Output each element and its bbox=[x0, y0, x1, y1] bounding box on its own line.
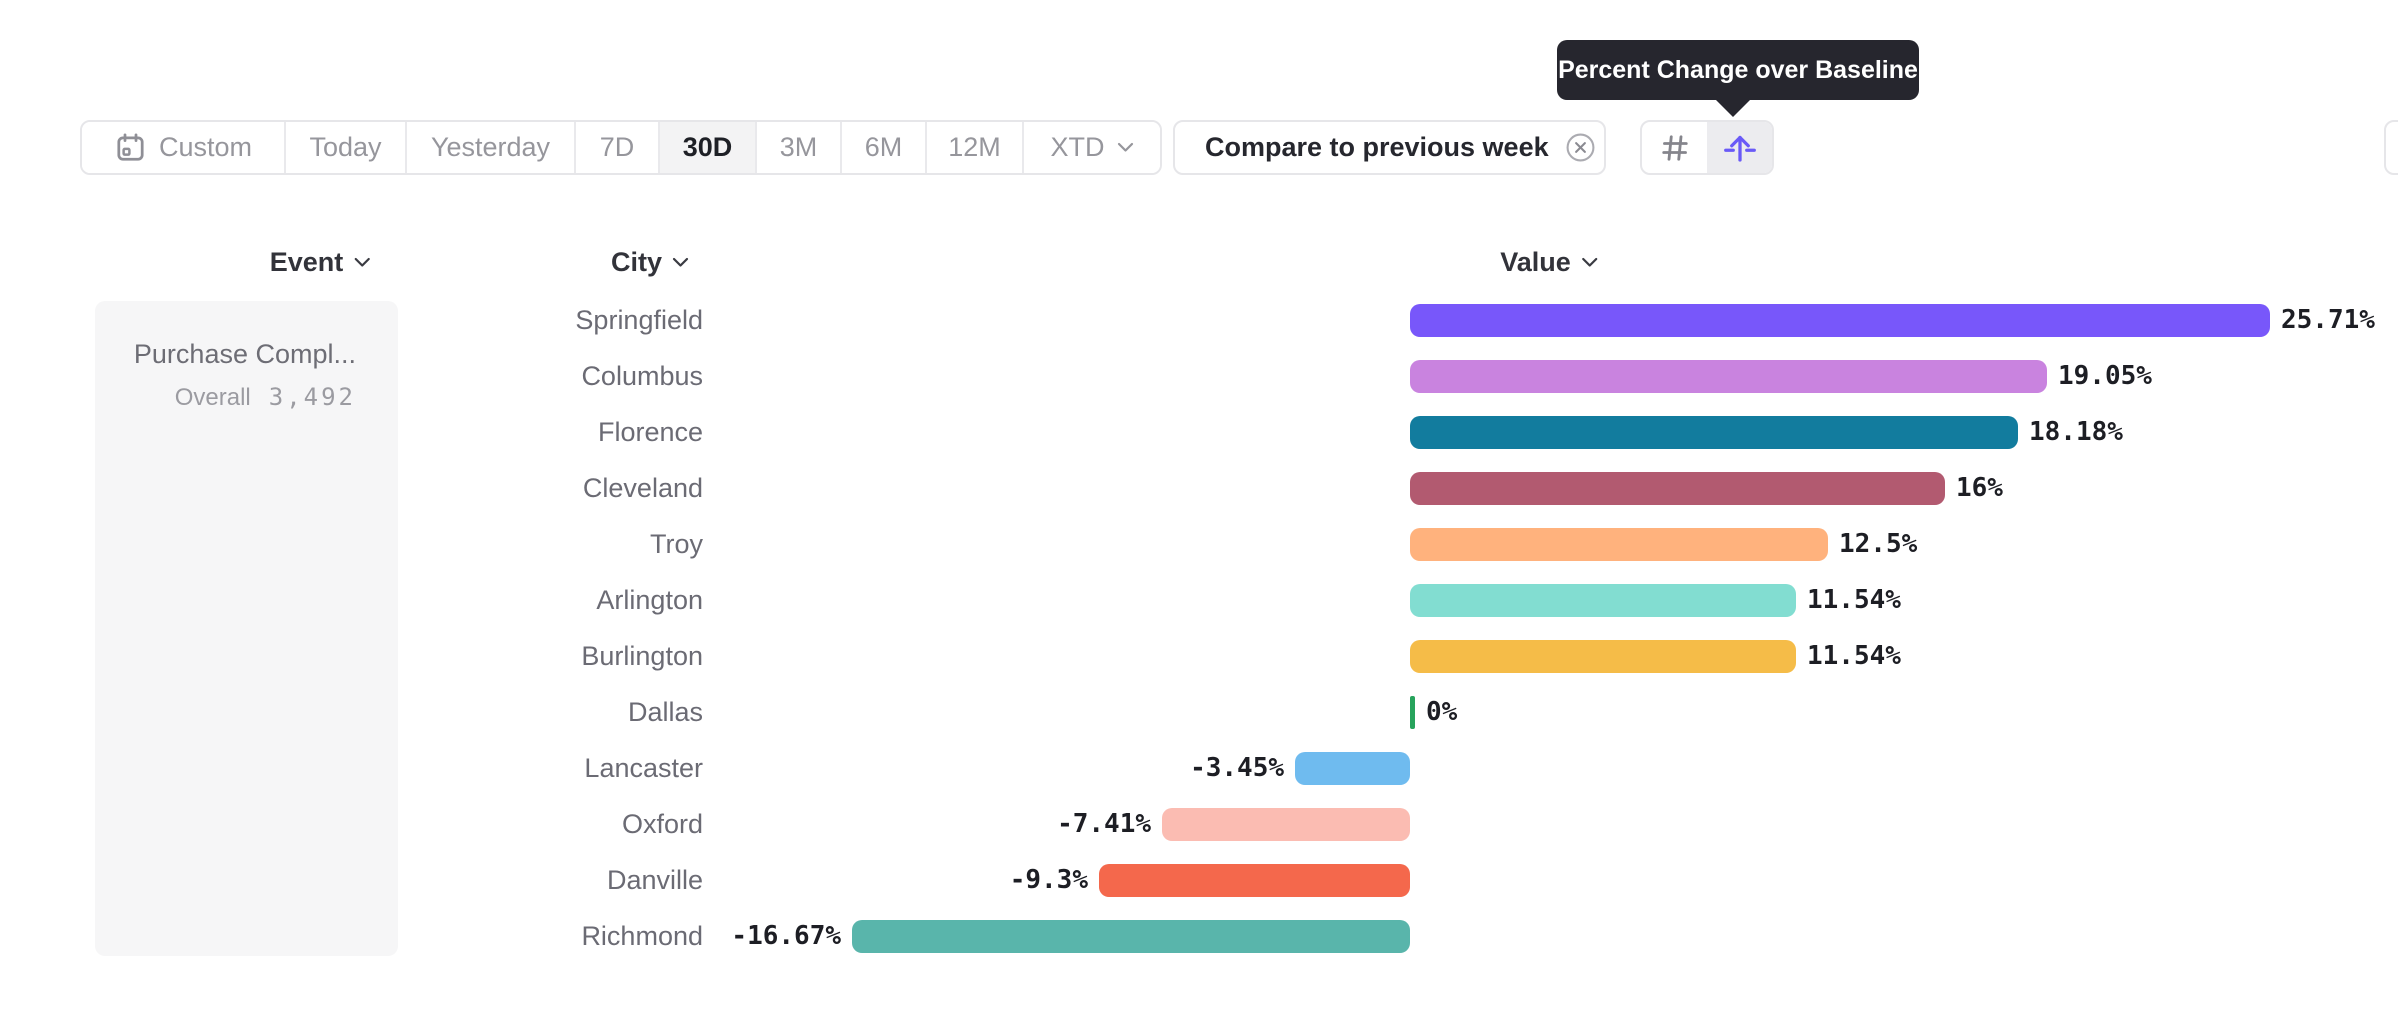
overall-value: 3,492 bbox=[268, 383, 356, 411]
tooltip: Percent Change over Baseline bbox=[1557, 40, 1919, 100]
overall-label: Overall bbox=[174, 384, 251, 411]
bar-dallas[interactable] bbox=[1410, 696, 1415, 729]
chevron-down-icon bbox=[353, 257, 370, 268]
date-range-3m[interactable]: 3M bbox=[757, 122, 842, 173]
bar-cleveland[interactable] bbox=[1410, 472, 1945, 505]
city-label-springfield: Springfield bbox=[575, 305, 703, 335]
chevron-down-icon bbox=[672, 257, 689, 268]
bar-arlington[interactable] bbox=[1410, 584, 1796, 617]
event-header-label: Event bbox=[269, 246, 344, 277]
value-label-columbus: 19.05% bbox=[2058, 361, 2152, 391]
bar-richmond[interactable] bbox=[852, 920, 1410, 953]
city-label-troy: Troy bbox=[650, 529, 703, 559]
city-label-dallas: Dallas bbox=[627, 697, 703, 727]
date-range-custom[interactable]: Custom bbox=[82, 122, 286, 173]
date-range-label: 3M bbox=[779, 132, 818, 162]
value-label-troy: 12.5% bbox=[1839, 529, 1918, 559]
value-label-oxford: -7.41% bbox=[1057, 809, 1151, 839]
value-label-arlington: 11.54% bbox=[1807, 585, 1901, 615]
date-range-yesterday[interactable]: Yesterday bbox=[407, 122, 576, 173]
date-range-30d[interactable]: 30D bbox=[660, 122, 757, 173]
date-range-label: Yesterday bbox=[430, 132, 551, 162]
city-label-cleveland: Cleveland bbox=[582, 473, 703, 503]
value-label-danville: -9.3% bbox=[1009, 865, 1088, 895]
date-range-label: 7D bbox=[599, 132, 635, 162]
city-label-richmond: Richmond bbox=[581, 921, 703, 951]
date-range-12m[interactable]: 12M bbox=[927, 122, 1024, 173]
value-label-richmond: -16.67% bbox=[731, 921, 841, 951]
calendar-icon bbox=[114, 131, 147, 164]
column-header-value[interactable]: Value bbox=[1500, 245, 1598, 279]
compare-chip[interactable]: Compare to previous week bbox=[1173, 120, 1606, 175]
percent-change-view-button[interactable] bbox=[1707, 122, 1772, 173]
percent-change-view-icon bbox=[1722, 130, 1758, 166]
bar-lancaster[interactable] bbox=[1295, 752, 1410, 785]
chevron-down-icon bbox=[1117, 142, 1134, 153]
chevron-down-icon bbox=[1581, 257, 1598, 268]
event-title: Purchase Compl... bbox=[133, 339, 356, 369]
date-range-label: Today bbox=[309, 132, 382, 162]
compare-chip-label: Compare to previous week bbox=[1205, 132, 1549, 162]
date-range-label: 12M bbox=[948, 132, 1001, 162]
bar-florence[interactable] bbox=[1410, 416, 2018, 449]
bar-burlington[interactable] bbox=[1410, 640, 1796, 673]
city-label-arlington: Arlington bbox=[596, 585, 703, 615]
value-label-springfield: 25.71% bbox=[2281, 305, 2375, 335]
event-overall: Overall 3,492 bbox=[175, 383, 356, 412]
column-header-event[interactable]: Event bbox=[270, 245, 371, 279]
date-range-label: 6M bbox=[864, 132, 903, 162]
value-header-label: Value bbox=[1500, 246, 1571, 277]
bar-troy[interactable] bbox=[1410, 528, 1828, 561]
tooltip-caret-icon bbox=[1714, 98, 1752, 117]
bar-oxford[interactable] bbox=[1162, 808, 1410, 841]
view-toggle-group bbox=[1640, 120, 1774, 175]
city-label-columbus: Columbus bbox=[581, 361, 703, 391]
city-label-lancaster: Lancaster bbox=[584, 753, 703, 783]
date-range-xtd[interactable]: XTD bbox=[1024, 122, 1160, 173]
date-range-label: Custom bbox=[158, 132, 253, 162]
value-label-florence: 18.18% bbox=[2029, 417, 2123, 447]
date-range-6m[interactable]: 6M bbox=[842, 122, 927, 173]
date-range-label: XTD bbox=[1050, 132, 1105, 162]
number-view-button[interactable] bbox=[1642, 122, 1707, 173]
value-label-burlington: 11.54% bbox=[1807, 641, 1901, 671]
value-label-cleveland: 16% bbox=[1956, 473, 2003, 503]
event-panel[interactable]: Purchase Compl... Overall 3,492 bbox=[95, 301, 398, 956]
date-range-group: Custom Today Yesterday 7D 30D 3M 6M 12M XTD bbox=[80, 120, 1162, 175]
city-label-burlington: Burlington bbox=[581, 641, 703, 671]
number-view-icon bbox=[1657, 130, 1693, 166]
bar-springfield[interactable] bbox=[1410, 304, 2270, 337]
date-range-today[interactable]: Today bbox=[286, 122, 407, 173]
city-label-oxford: Oxford bbox=[621, 809, 703, 839]
city-label-florence: Florence bbox=[597, 417, 703, 447]
value-label-dallas: 0% bbox=[1426, 697, 1458, 727]
bar-danville[interactable] bbox=[1099, 864, 1410, 897]
city-header-label: City bbox=[610, 246, 663, 277]
date-range-7d[interactable]: 7D bbox=[576, 122, 660, 173]
clipped-edge-button[interactable] bbox=[2384, 120, 2398, 175]
tooltip-text: Percent Change over Baseline bbox=[1558, 55, 1918, 84]
date-range-label: 30D bbox=[682, 132, 733, 162]
column-header-city[interactable]: City bbox=[611, 245, 689, 279]
value-label-lancaster: -3.45% bbox=[1190, 753, 1284, 783]
circle-x-icon[interactable] bbox=[1565, 132, 1596, 163]
city-label-danville: Danville bbox=[606, 865, 703, 895]
bar-columbus[interactable] bbox=[1410, 360, 2047, 393]
